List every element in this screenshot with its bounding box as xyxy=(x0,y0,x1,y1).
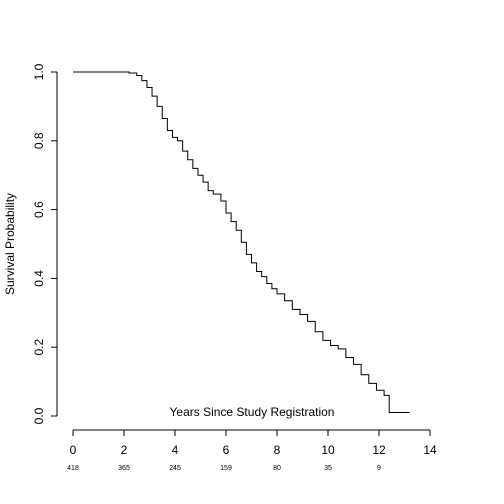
x-axis: 0 2 4 6 8 10 12 14 xyxy=(70,430,437,457)
x-tick-label: 6 xyxy=(223,443,230,457)
at-risk-count: 365 xyxy=(118,465,130,472)
y-tick-label: 1.0 xyxy=(32,63,46,80)
y-axis: 0.0 0.2 0.4 0.6 0.8 1.0 xyxy=(32,63,57,424)
y-tick-label: 0.8 xyxy=(32,132,46,149)
series-layer xyxy=(73,72,410,413)
x-axis-label: Years Since Study Registration xyxy=(170,405,335,419)
at-risk-count: 245 xyxy=(169,465,181,472)
at-risk-table: 418 365 245 159 80 35 9 xyxy=(67,465,381,472)
y-tick-label: 0.4 xyxy=(32,270,46,287)
y-tick-label: 0.6 xyxy=(32,201,46,218)
x-tick-label: 2 xyxy=(121,443,128,457)
y-tick-label: 0.2 xyxy=(32,339,46,356)
y-tick-label: 0.0 xyxy=(32,407,46,424)
x-tick-label: 14 xyxy=(423,443,437,457)
at-risk-count: 159 xyxy=(220,465,232,472)
x-tick-label: 10 xyxy=(321,443,335,457)
survival-curve xyxy=(73,72,410,413)
at-risk-count: 9 xyxy=(377,465,381,472)
x-tick-label: 0 xyxy=(70,443,77,457)
at-risk-count: 418 xyxy=(67,465,79,472)
at-risk-count: 35 xyxy=(324,465,332,472)
x-tick-label: 8 xyxy=(274,443,281,457)
at-risk-count: 80 xyxy=(273,465,281,472)
y-axis-label: Survival Probability xyxy=(3,193,17,295)
x-tick-label: 12 xyxy=(372,443,386,457)
x-tick-label: 4 xyxy=(172,443,179,457)
